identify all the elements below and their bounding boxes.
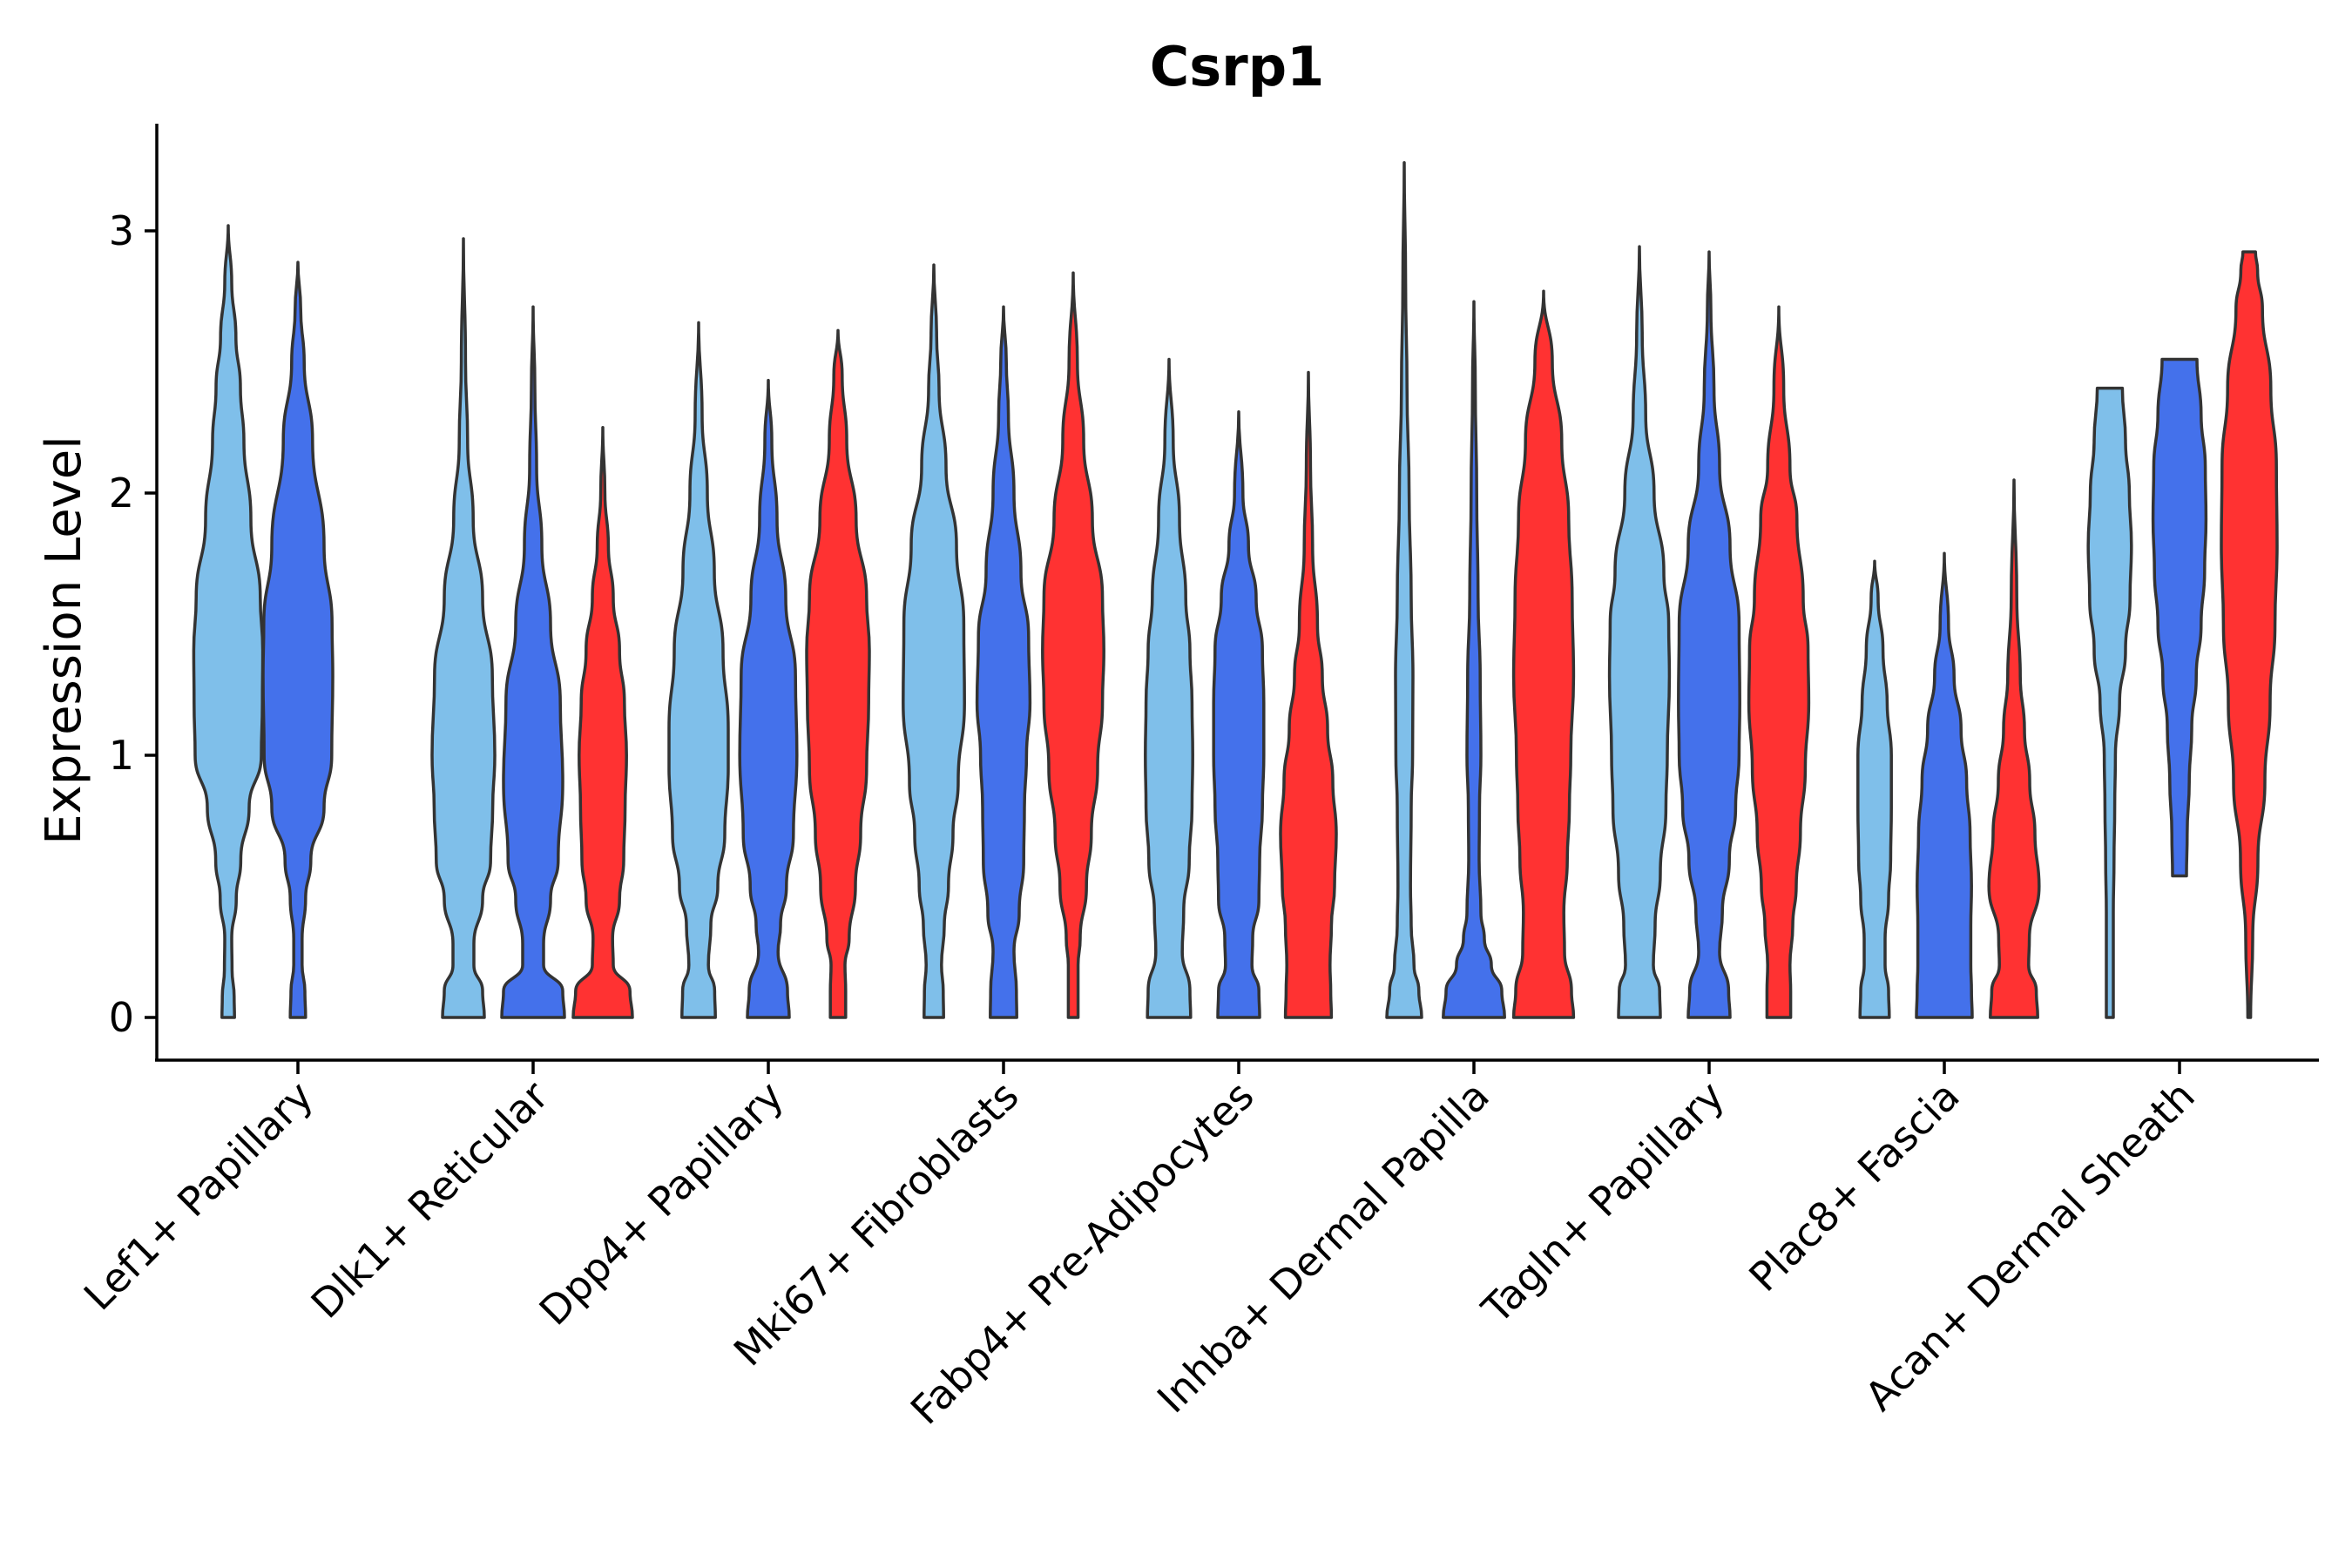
- x-tick-label: Tagln+ Papillary: [1472, 1072, 1734, 1334]
- violin-12: [1144, 357, 1194, 1019]
- violin-3: [430, 237, 497, 1019]
- violin-14: [1279, 370, 1338, 1019]
- violin-5: [571, 426, 634, 1019]
- violin-16: [1442, 300, 1506, 1019]
- violin-17: [1511, 289, 1576, 1019]
- y-ticks: 0 1 2 3: [109, 207, 157, 1041]
- violin-8: [805, 328, 871, 1019]
- axes: [155, 124, 2319, 1062]
- y-tick-label: 0: [109, 994, 134, 1041]
- violin-19: [1677, 250, 1741, 1019]
- y-tick-label: 2: [109, 470, 134, 517]
- violin-23: [1987, 478, 2041, 1019]
- violin-24: [2086, 386, 2133, 1019]
- violin-4: [500, 305, 566, 1019]
- violin-13: [1212, 409, 1266, 1019]
- violin-11: [1041, 271, 1105, 1019]
- x-tick-label: Plac8+ Fascia: [1740, 1072, 1968, 1301]
- violin-2: [261, 260, 335, 1019]
- violin-6: [667, 321, 730, 1019]
- chart-title: Csrp1: [1150, 35, 1325, 98]
- violin-20: [1747, 305, 1811, 1019]
- violin-9: [902, 263, 966, 1019]
- violin-18: [1607, 245, 1672, 1019]
- violin-25: [2151, 357, 2208, 878]
- y-tick-label: 1: [109, 732, 134, 779]
- violin-10: [975, 305, 1032, 1019]
- y-axis-label: Expression Level: [36, 436, 92, 845]
- x-tick-label: Dlk1+ Reticular: [302, 1072, 558, 1328]
- violin-22: [1915, 551, 1974, 1019]
- violin-15: [1385, 160, 1423, 1019]
- violin-group: [192, 160, 2279, 1019]
- violin-21: [1856, 559, 1893, 1019]
- violin-7: [738, 378, 799, 1019]
- violin-1: [192, 224, 265, 1019]
- violin-26: [2220, 250, 2279, 1019]
- x-tick-label: Dpp4+ Papillary: [531, 1072, 793, 1335]
- x-tick-label: Lef1+ Papillary: [75, 1072, 322, 1320]
- y-tick-label: 3: [109, 207, 134, 254]
